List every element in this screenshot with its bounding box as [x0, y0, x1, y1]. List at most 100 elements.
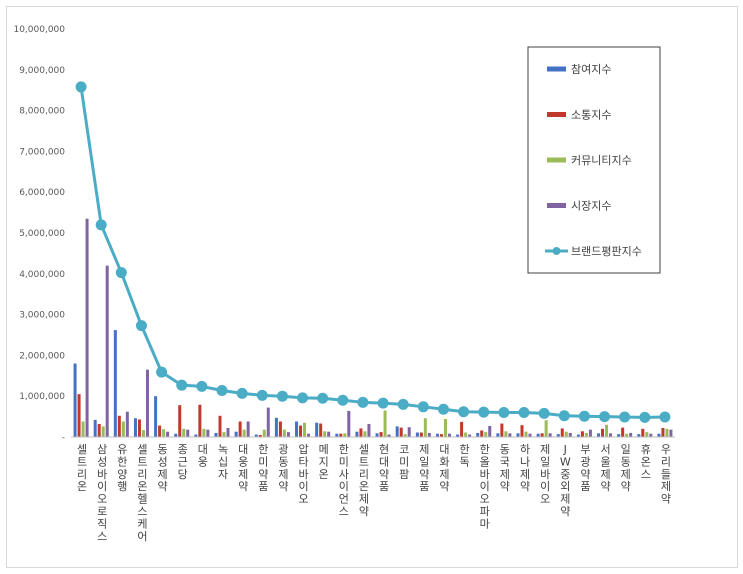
bar-4 [327, 431, 331, 437]
bar-1 [295, 421, 299, 437]
bar-1 [174, 433, 178, 437]
bar-2 [500, 423, 504, 437]
bar-3 [665, 428, 669, 437]
bar-2 [218, 415, 222, 437]
line-point [115, 267, 127, 279]
bar-3 [222, 432, 226, 437]
y-tick-label: 2,000,000 [19, 351, 65, 361]
bar-3 [403, 434, 407, 437]
bar-3 [182, 428, 186, 437]
bar-1 [234, 431, 238, 437]
brand-reputation-chart: - 1,000,000 2,000,000 3,000,000 4,000,000 5,0… [13, 25, 675, 543]
bar-4 [488, 425, 492, 437]
bar-3 [343, 433, 347, 437]
line-point [417, 401, 429, 413]
y-tick-label: - [62, 433, 65, 443]
bar-2 [319, 423, 323, 437]
line-point [599, 411, 611, 423]
bar-3 [443, 419, 447, 437]
bar-4 [609, 433, 613, 437]
bar-1 [154, 396, 158, 437]
line-point [458, 406, 470, 418]
bar-1 [496, 433, 500, 437]
bar-3 [141, 430, 145, 437]
y-tick-label: 8,000,000 [19, 107, 65, 117]
bar-4 [367, 423, 371, 437]
bar-3 [202, 428, 206, 437]
bar-1 [516, 433, 520, 437]
line-point [357, 396, 369, 408]
bar-3 [282, 429, 286, 437]
bar-2 [540, 433, 544, 437]
bar-3 [121, 421, 125, 437]
line-point [75, 81, 87, 93]
line-point [639, 411, 651, 423]
legend-label: 참여지수 [571, 63, 611, 76]
bar-3 [242, 429, 246, 437]
line-point [297, 392, 309, 404]
bar-2 [299, 425, 303, 437]
bar-4 [508, 433, 512, 437]
bar-2 [460, 421, 464, 437]
line-point [95, 219, 107, 231]
bar-2 [601, 428, 605, 437]
line-point [337, 394, 349, 406]
bar-1 [93, 419, 97, 437]
bar-4 [407, 427, 411, 437]
bar-2 [137, 419, 141, 437]
bar-4 [206, 429, 210, 437]
bar-1 [597, 433, 601, 437]
bar-1 [315, 422, 319, 437]
bar-4 [307, 433, 311, 437]
bar-1 [214, 432, 218, 437]
line-point [216, 384, 228, 396]
bar-2 [178, 405, 182, 437]
legend-label: 시장지수 [571, 200, 611, 213]
bar-3 [504, 431, 508, 437]
bar-4 [548, 433, 552, 437]
bar-4 [568, 432, 572, 437]
line-point [478, 406, 490, 418]
bar-2 [560, 428, 564, 437]
chart-frame: - 1,000,000 2,000,000 3,000,000 4,000,000 5,0… [6, 6, 738, 568]
bar-3 [544, 420, 548, 437]
bar-3 [625, 433, 629, 437]
legend-swatch [547, 112, 566, 117]
bar-3 [101, 426, 105, 437]
bar-3 [645, 432, 649, 437]
bar-2 [359, 428, 363, 437]
bar-3 [524, 431, 528, 437]
legend-label: 브랜드평판지수 [571, 245, 642, 258]
bar-1 [637, 434, 641, 437]
bar-1 [274, 417, 278, 437]
bar-4 [266, 407, 270, 437]
bar-2 [480, 430, 484, 437]
bar-2 [379, 432, 383, 437]
y-axis-ticks: - 1,000,000 2,000,000 3,000,000 4,000,000 5,0… [13, 25, 65, 443]
line-point [437, 403, 449, 415]
bar-2 [238, 421, 242, 437]
bar-2 [158, 425, 162, 437]
bar-3 [605, 424, 609, 437]
bar-1 [556, 434, 560, 437]
bar-3 [383, 410, 387, 437]
bar-2 [278, 421, 282, 437]
bar-2 [339, 433, 343, 437]
y-tick-label: 3,000,000 [19, 311, 65, 321]
bar-series [73, 218, 673, 437]
